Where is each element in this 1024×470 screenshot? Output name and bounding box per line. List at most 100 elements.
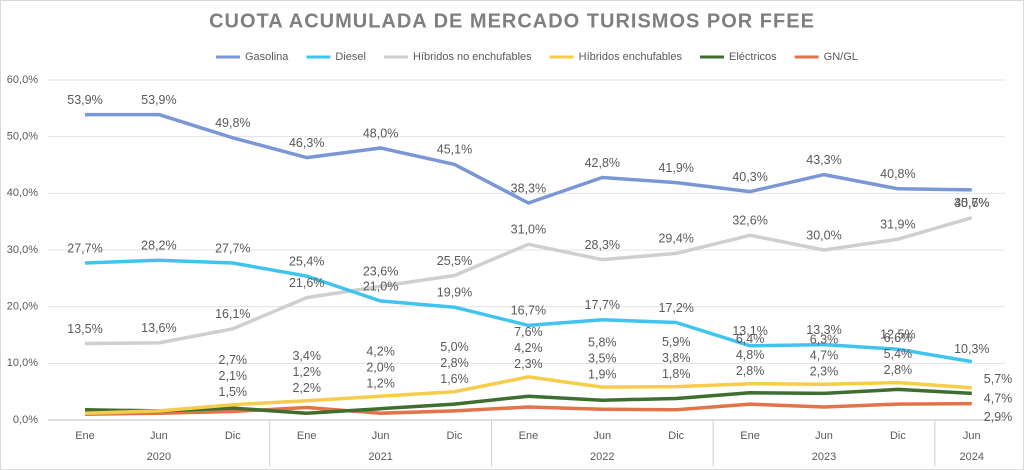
x-group-label: 2023 bbox=[812, 451, 836, 463]
data-label: 10,3% bbox=[954, 342, 989, 356]
y-tick-label: 50,0% bbox=[7, 131, 38, 143]
x-tick-label: Ene bbox=[519, 430, 539, 442]
series-line bbox=[84, 401, 972, 417]
data-label: 13,5% bbox=[67, 322, 102, 336]
data-label: 38,3% bbox=[511, 181, 546, 195]
data-label: 25,5% bbox=[437, 254, 472, 268]
data-label: 3,5% bbox=[588, 351, 617, 365]
data-label: 45,1% bbox=[437, 143, 472, 157]
data-label: 40,3% bbox=[732, 170, 767, 184]
data-label: 4,7% bbox=[810, 349, 839, 363]
data-label: 2,8% bbox=[736, 364, 765, 378]
chart-title: CUOTA ACUMULADA DE MERCADO TURISMOS POR … bbox=[209, 10, 815, 32]
data-label: 2,3% bbox=[810, 365, 839, 379]
series-line bbox=[84, 258, 973, 364]
data-label: 2,2% bbox=[292, 381, 321, 395]
data-label: 35,7% bbox=[954, 196, 989, 210]
y-tick-label: 60,0% bbox=[7, 74, 38, 86]
data-label: 19,9% bbox=[437, 286, 472, 300]
x-tick-label: Jun bbox=[963, 430, 981, 442]
x-tick-label: Dic bbox=[447, 430, 463, 442]
x-tick-label: Jun bbox=[372, 430, 390, 442]
data-label: 2,9% bbox=[984, 410, 1013, 424]
data-label: 53,9% bbox=[67, 93, 102, 107]
data-label: 6,6% bbox=[884, 331, 913, 345]
data-label: 32,6% bbox=[732, 214, 767, 228]
data-label: 2,1% bbox=[219, 369, 248, 383]
x-tick-label: Jun bbox=[815, 430, 833, 442]
legend-label: GN/GL bbox=[824, 51, 858, 63]
data-label: 23,6% bbox=[363, 265, 398, 279]
data-label: 17,2% bbox=[658, 301, 693, 315]
legend-label: Gasolina bbox=[245, 51, 289, 63]
x-tick-label: Dic bbox=[890, 430, 906, 442]
x-group-label: 2022 bbox=[590, 451, 614, 463]
data-label: 43,3% bbox=[806, 153, 841, 167]
data-label: 2,8% bbox=[884, 363, 913, 377]
series-line bbox=[84, 216, 973, 346]
data-label: 1,8% bbox=[662, 367, 691, 381]
legend-label: Híbridos no enchufables bbox=[413, 51, 532, 63]
data-label: 27,7% bbox=[215, 241, 250, 255]
data-label: 3,8% bbox=[662, 351, 691, 365]
data-label: 31,0% bbox=[511, 223, 546, 237]
data-label: 2,3% bbox=[514, 357, 543, 371]
x-tick-label: Jun bbox=[150, 430, 168, 442]
data-label: 1,6% bbox=[440, 372, 469, 386]
data-label: 6,3% bbox=[810, 333, 839, 347]
data-label: 28,2% bbox=[141, 238, 176, 252]
data-label: 40,8% bbox=[880, 167, 915, 181]
data-label: 41,9% bbox=[658, 161, 693, 175]
data-label: 29,4% bbox=[658, 232, 693, 246]
data-label: 5,0% bbox=[440, 340, 469, 354]
data-label: 12,5% bbox=[880, 327, 915, 341]
y-tick-label: 40,0% bbox=[7, 187, 38, 199]
data-label: 28,3% bbox=[585, 238, 620, 252]
data-label: 5,9% bbox=[662, 335, 691, 349]
data-label: 25,4% bbox=[289, 254, 324, 268]
data-label: 17,7% bbox=[585, 298, 620, 312]
x-group-label: 2021 bbox=[368, 451, 392, 463]
data-label: 3,4% bbox=[292, 349, 321, 363]
data-label: 1,5% bbox=[219, 385, 248, 399]
data-label: 4,2% bbox=[366, 344, 395, 358]
x-tick-label: Ene bbox=[740, 430, 760, 442]
x-group-label: 2020 bbox=[147, 451, 171, 463]
series-line bbox=[84, 375, 972, 415]
x-tick-label: Ene bbox=[75, 430, 95, 442]
data-label: 49,8% bbox=[215, 116, 250, 130]
data-label: 2,8% bbox=[440, 356, 469, 370]
series-line bbox=[85, 112, 972, 205]
data-label: 16,7% bbox=[511, 304, 546, 318]
legend-label: Híbridos enchufables bbox=[579, 51, 683, 63]
data-label: 53,9% bbox=[141, 93, 176, 107]
data-label: 2,7% bbox=[219, 353, 248, 367]
data-label: 5,7% bbox=[984, 372, 1013, 386]
y-tick-label: 10,0% bbox=[7, 357, 38, 369]
data-label: 30,0% bbox=[806, 228, 841, 242]
legend-label: Eléctricos bbox=[729, 51, 777, 63]
x-group-label: 2024 bbox=[960, 451, 984, 463]
data-label: 46,3% bbox=[289, 136, 324, 150]
data-label: 21,0% bbox=[363, 279, 398, 293]
data-label: 4,8% bbox=[736, 348, 765, 362]
y-tick-label: 0,0% bbox=[13, 414, 38, 426]
series-line bbox=[84, 387, 972, 415]
data-label: 6,4% bbox=[736, 332, 765, 346]
data-label: 4,7% bbox=[984, 392, 1013, 406]
y-tick-label: 20,0% bbox=[7, 301, 38, 313]
y-tick-label: 30,0% bbox=[7, 244, 38, 256]
data-label: 2,0% bbox=[366, 360, 395, 374]
x-tick-label: Dic bbox=[668, 430, 684, 442]
data-label: 13,6% bbox=[141, 321, 176, 335]
data-label: 31,9% bbox=[880, 218, 915, 232]
data-label: 1,2% bbox=[366, 376, 395, 390]
data-label: 16,1% bbox=[215, 307, 250, 321]
data-label: 40,6% bbox=[954, 196, 989, 210]
x-tick-label: Dic bbox=[225, 430, 241, 442]
data-label: 5,4% bbox=[884, 347, 913, 361]
legend-label: Diesel bbox=[335, 51, 366, 63]
data-label: 1,2% bbox=[292, 365, 321, 379]
data-label: 42,8% bbox=[585, 156, 620, 170]
